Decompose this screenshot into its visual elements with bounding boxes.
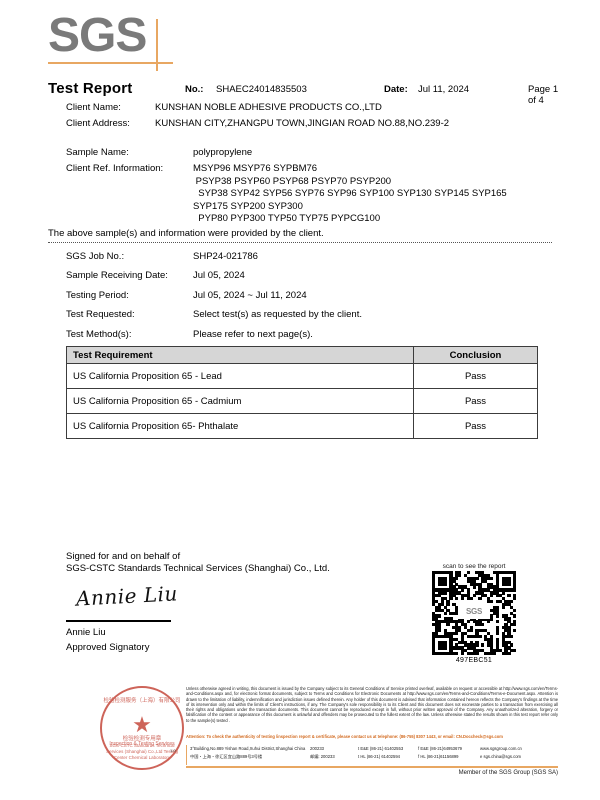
signatory-name: Annie Liu	[66, 627, 106, 638]
client-address-label: Client Address:	[66, 118, 130, 129]
client-address-value: KUNSHAN CITY,ZHANGPU TOWN,JINGIAN ROAD N…	[155, 118, 450, 129]
signature-intro-line2: SGS-CSTC Standards Technical Services (S…	[66, 563, 330, 574]
footer-address-zip: 200233	[310, 746, 324, 751]
page-number: Page 1 of 4	[528, 84, 559, 106]
job-info-label: Test Requested:	[66, 309, 135, 321]
table-row: US California Proposition 65 - Lead Pass	[66, 363, 538, 389]
footer-vertical-divider	[186, 745, 187, 765]
sgs-logo-horizontal-rule	[48, 62, 173, 64]
company-seal-stamp: 检验检测服务（上海）有限公司 ★ 检验检测专用章 Inspection & Te…	[100, 686, 184, 770]
job-info-value: Jul 05, 2024	[193, 270, 245, 282]
job-info-label: Sample Receiving Date:	[66, 270, 168, 282]
footer-phone-1: t E&E (86-21) 61402553	[358, 746, 404, 751]
page-title: Test Report	[48, 80, 133, 97]
table-row: US California Proposition 65- Phthalate …	[66, 413, 538, 439]
job-info-label: SGS Job No.:	[66, 251, 125, 262]
qr-caption: scan to see the report	[442, 563, 506, 570]
report-date-label: Date:	[384, 84, 408, 95]
cell-requirement: US California Proposition 65 - Cadmium	[66, 388, 414, 414]
footer-phone-2: t HL (86-21) 61402594	[358, 754, 400, 759]
job-info-label: Testing Period:	[66, 289, 129, 301]
job-info-value: Please refer to next page(s).	[193, 328, 313, 340]
report-header-row: Test Report No.: SHAEC24014835503 Date: …	[48, 80, 568, 106]
client-ref-label: Client Ref. Information:	[66, 163, 164, 174]
seal-subtitle-cn: 检验检测专用章	[122, 736, 162, 742]
sgs-logo: SGS	[48, 10, 178, 72]
section-divider	[48, 242, 552, 243]
sgs-logo-vertical-rule	[156, 19, 158, 71]
qr-block: scan to see the report SGS 497EBC51	[428, 563, 538, 664]
column-header-requirement: Test Requirement	[66, 346, 414, 364]
cell-conclusion: Pass	[413, 413, 538, 439]
footer-email: e sgs.china@sgs.com	[480, 754, 522, 759]
client-ref-value: MSYP96 MSYP76 SYPBM76 PSYP38 PSYP60 PSYP…	[193, 163, 507, 225]
cell-conclusion: Pass	[413, 363, 538, 389]
footer-address-row: 中国・上海・徐汇区宜山路889号3号楼 邮编: 200233 t HL (86-…	[190, 753, 560, 761]
client-name-label: Client Name:	[66, 102, 121, 113]
job-info-label: Test Method(s):	[66, 328, 132, 340]
footer-member-line: Member of the SGS Group (SGS SA)	[458, 770, 558, 776]
cell-conclusion: Pass	[413, 388, 538, 414]
seal-subtitle-en: Inspection & Testing Services	[109, 741, 175, 747]
sample-name-value: polypropylene	[193, 147, 253, 158]
qr-center-sgs-badge: SGS	[458, 603, 490, 619]
footer-left-code: 1.0	[170, 748, 176, 753]
qr-reference-code: 497EBC51	[455, 657, 493, 664]
job-info-row: Testing Period: Jul 05, 2024 ~ Jul 11, 2…	[66, 290, 566, 309]
star-icon: ★	[132, 712, 152, 737]
sgs-logo-text: SGS	[48, 9, 147, 62]
qr-code-icon[interactable]: SGS	[432, 571, 517, 656]
job-info-value: SHP24-021786	[193, 251, 258, 262]
handwritten-signature: Annie Liu	[75, 581, 179, 611]
footer-legal-disclaimer: Unless otherwise agreed in writing, this…	[186, 686, 558, 723]
seal-arc-bottom-text: SGS-CSTC Standards Technical Services (S…	[106, 743, 178, 760]
footer-address-row: 3°Building,No.889 Yishan Road,Xuhui Dist…	[190, 745, 560, 753]
report-no-value: SHAEC24014835503	[216, 84, 307, 95]
footer-address-main: 3°Building,No.889 Yishan Road,Xuhui Dist…	[190, 746, 306, 751]
table-row: US California Proposition 65 - Cadmium P…	[66, 388, 538, 414]
signatory-role: Approved Signatory	[66, 642, 150, 653]
job-info-value: Select test(s) as requested by the clien…	[193, 309, 362, 321]
seal-arc-top-text: 检验检测服务（上海）有限公司	[103, 698, 181, 704]
footer-address-main-cn: 中国・上海・徐汇区宜山路889号3号楼	[190, 754, 263, 759]
sample-provided-note: The above sample(s) and information were…	[48, 228, 324, 239]
job-info-row: Test Method(s): Please refer to next pag…	[66, 329, 566, 348]
client-name-value: KUNSHAN NOBLE ADHESIVE PRODUCTS CO.,LTD	[155, 102, 382, 113]
job-info-row: Sample Receiving Date: Jul 05, 2024	[66, 270, 566, 289]
signature-rule	[66, 620, 171, 622]
job-info-row: Test Requested: Select test(s) as reques…	[66, 309, 566, 328]
footer-orange-rule	[186, 766, 558, 768]
column-header-conclusion: Conclusion	[413, 346, 538, 364]
job-info-row: SGS Job No.: SHP24-021786	[66, 251, 566, 270]
sample-name-label: Sample Name:	[66, 147, 129, 158]
results-table: Test Requirement Conclusion US Californi…	[66, 346, 538, 439]
report-date-value: Jul 11, 2024	[418, 84, 470, 95]
cell-requirement: US California Proposition 65- Phthalate	[66, 413, 414, 439]
footer-attention-notice: Attention: To check the authenticity of …	[186, 734, 503, 739]
cell-requirement: US California Proposition 65 - Lead	[66, 363, 414, 389]
footer-address-block: 3°Building,No.889 Yishan Road,Xuhui Dist…	[190, 745, 560, 761]
footer-fax-1: f E&E (86-21)64953679	[418, 746, 462, 751]
job-info-value: Jul 05, 2024 ~ Jul 11, 2024	[193, 289, 307, 301]
footer-website: www.sgsgroup.com.cn	[480, 746, 522, 751]
report-no-label: No.:	[185, 84, 204, 95]
footer-fax-2: f HL (86-21)61156899	[418, 754, 459, 759]
table-header-row: Test Requirement Conclusion	[66, 346, 538, 364]
footer-address-zip-cn: 邮编: 200233	[310, 754, 335, 759]
signature-intro-line1: Signed for and on behalf of	[66, 551, 181, 562]
